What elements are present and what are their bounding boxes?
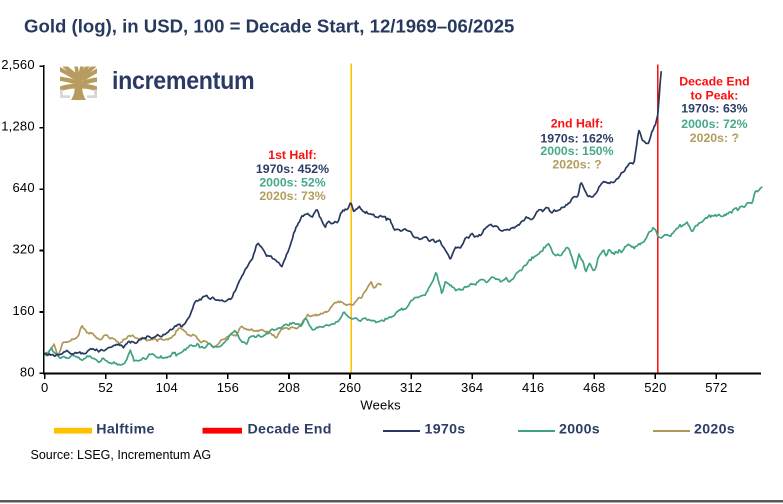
svg-text:incrementum: incrementum: [112, 67, 254, 95]
svg-text:1970s: 162%: 1970s: 162%: [540, 132, 613, 146]
svg-text:2000s: 72%: 2000s: 72%: [681, 117, 747, 131]
svg-text:Decade End: Decade End: [679, 75, 749, 89]
svg-text:1,280: 1,280: [1, 119, 35, 134]
svg-text:2000s: 2000s: [559, 422, 600, 438]
svg-text:104: 104: [156, 380, 178, 395]
svg-text:Decade End: Decade End: [248, 422, 332, 438]
svg-text:2020s: ?: 2020s: ?: [690, 131, 739, 145]
svg-text:1970s: 1970s: [425, 422, 466, 438]
svg-text:1970s: 452%: 1970s: 452%: [256, 162, 329, 176]
svg-text:2020s: 73%: 2020s: 73%: [259, 189, 325, 203]
svg-text:2020s: ?: 2020s: ?: [552, 158, 601, 172]
svg-text:52: 52: [98, 380, 113, 395]
svg-text:Gold (log), in USD, 100 = Deca: Gold (log), in USD, 100 = Decade Start, …: [24, 16, 514, 37]
svg-text:2,560: 2,560: [1, 57, 35, 72]
svg-text:572: 572: [705, 380, 727, 395]
svg-text:640: 640: [13, 180, 35, 195]
svg-text:1st Half:: 1st Half:: [268, 148, 317, 162]
svg-text:320: 320: [13, 241, 35, 256]
svg-text:160: 160: [13, 303, 35, 318]
svg-text:208: 208: [278, 380, 300, 395]
svg-text:416: 416: [522, 380, 544, 395]
svg-text:2020s: 2020s: [694, 422, 735, 438]
svg-text:2nd Half:: 2nd Half:: [551, 116, 604, 130]
svg-text:156: 156: [217, 380, 239, 395]
svg-text:312: 312: [400, 380, 422, 395]
svg-text:2000s: 52%: 2000s: 52%: [259, 175, 325, 189]
svg-text:468: 468: [583, 380, 605, 395]
svg-text:2000s: 150%: 2000s: 150%: [540, 144, 613, 158]
svg-text:Weeks: Weeks: [360, 398, 401, 413]
svg-text:520: 520: [644, 380, 666, 395]
svg-text:to Peak:: to Peak:: [690, 89, 738, 103]
svg-text:Source: LSEG, Incrementum AG: Source: LSEG, Incrementum AG: [31, 448, 212, 462]
svg-text:1970s: 63%: 1970s: 63%: [681, 102, 747, 116]
svg-text:364: 364: [461, 380, 483, 395]
svg-text:260: 260: [339, 380, 361, 395]
svg-text:80: 80: [20, 364, 35, 379]
svg-text:Halftime: Halftime: [96, 422, 154, 438]
svg-text:0: 0: [41, 380, 48, 395]
